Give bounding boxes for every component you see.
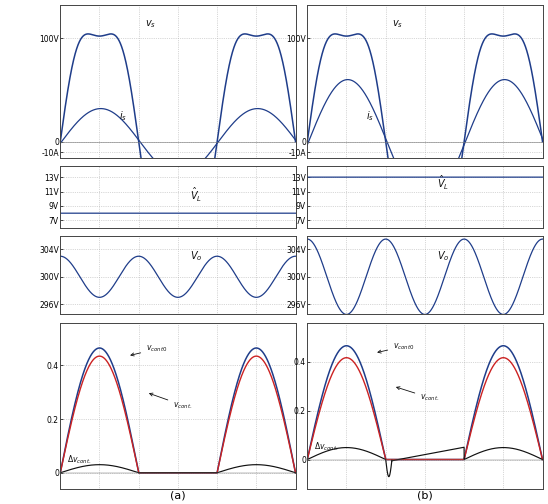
Text: $\Delta v_{cont.}$: $\Delta v_{cont.}$ xyxy=(315,440,339,453)
Text: $v_{cont.}$: $v_{cont.}$ xyxy=(397,387,439,403)
Text: $V_o$: $V_o$ xyxy=(190,249,202,264)
Text: $v_s$: $v_s$ xyxy=(145,18,156,30)
Text: $i_s$: $i_s$ xyxy=(119,109,127,123)
X-axis label: (b): (b) xyxy=(417,490,433,500)
Text: $\Delta v_{cont.}$: $\Delta v_{cont.}$ xyxy=(67,453,92,466)
Text: $v_{cont0}$: $v_{cont0}$ xyxy=(378,341,414,353)
Text: $V_o$: $V_o$ xyxy=(437,249,449,264)
Text: $\hat{V}_L$: $\hat{V}_L$ xyxy=(437,174,449,192)
Text: $v_s$: $v_s$ xyxy=(392,18,403,30)
Text: $v_{cont0}$: $v_{cont0}$ xyxy=(131,344,168,356)
X-axis label: (a): (a) xyxy=(170,490,186,500)
Text: $i_s$: $i_s$ xyxy=(366,109,374,123)
Text: $\hat{V}_L$: $\hat{V}_L$ xyxy=(190,186,202,204)
Text: $v_{cont.}$: $v_{cont.}$ xyxy=(150,393,192,411)
